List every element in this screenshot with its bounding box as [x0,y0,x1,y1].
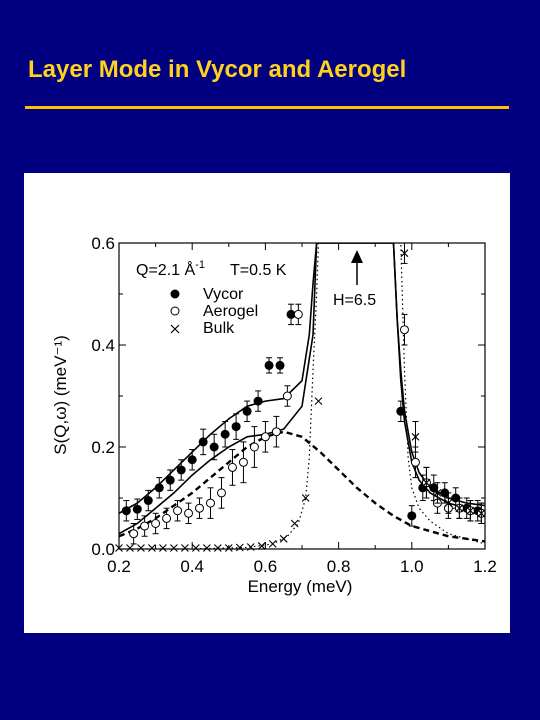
curve-layer [119,243,485,549]
t-condition: T=0.5 K [230,262,287,279]
vycor-point [429,483,439,493]
y-axis-label: S(Q,ω) (meV⁻¹) [51,335,70,455]
bulk-point [466,506,475,515]
bulk-point [314,397,323,405]
y-tick-label: 0.2 [91,438,115,457]
vycor-point [264,360,274,370]
vycor-point [198,437,208,447]
h-annotation: H=6.5 [333,250,376,309]
bulk-point [301,494,310,502]
bulk-point [455,504,464,513]
bulk-point [433,489,442,497]
aerogel-point [282,391,292,401]
bulk-point [444,499,453,507]
aerogel-point [293,309,303,319]
q-condition: Q=2.1 Å-1 [136,259,205,279]
bulk-point [159,544,167,552]
plot-frame [118,242,486,550]
x-tick-label: 1.0 [400,557,424,576]
aerogel-point [238,457,248,467]
aerogel-point [399,325,409,335]
slide-title: Layer Mode in Vycor and Aerogel [28,56,407,83]
aerogel-point [184,508,194,518]
y-tick-label: 0.6 [91,234,115,253]
legend: Vycor Aerogel Bulk [170,286,258,337]
bulk-point [400,249,409,258]
vycor-point [407,511,417,521]
y-tick-label: 0.4 [91,336,115,355]
aerogel-point [260,432,270,442]
x-tick-label: 0.2 [107,557,131,576]
curve-vycor-fit [119,243,485,514]
tick-layer: 0.2 0.4 0.6 0.8 1.0 1.20.00.20.40.6 [91,234,496,576]
x-tick-label: 0.6 [254,557,278,576]
bulk-point [279,534,288,543]
vycor-point [220,429,230,439]
vycor-point [165,475,175,485]
vycor-point [253,396,263,406]
annotation-arrow-head [351,250,363,263]
point-layer [115,242,486,552]
bulk-point [268,540,277,548]
bulk-point [137,544,145,552]
vycor-point [121,506,131,516]
bulk-point [170,544,178,552]
aerogel-point [271,427,281,437]
bulk-point [257,542,266,550]
x-tick-label: 0.4 [180,557,204,576]
legend-bulk-marker [170,324,180,334]
bulk-point [202,544,211,552]
bulk-point [290,519,299,528]
x-tick-label: 0.8 [327,557,351,576]
vycor-point [286,309,296,319]
vycor-point [176,465,186,475]
bulk-point [191,544,200,552]
aerogel-point [151,519,161,528]
bulk-point [148,544,156,552]
aerogel-point [140,521,150,531]
bulk-point [411,432,420,441]
legend-bulk-label: Bulk [203,320,235,337]
vycor-point [451,493,461,503]
bulk-point [235,543,244,552]
aerogel-point [227,462,237,472]
aerogel-point [173,506,183,516]
bulk-point [126,544,134,552]
vycor-point [143,496,153,506]
vycor-point [187,455,197,465]
legend-aerogel-marker [170,306,180,316]
curve-bulk-fit [119,243,485,549]
bulk-point [477,509,486,518]
aerogel-point [249,442,259,452]
aerogel-point [129,529,139,539]
aerogel-point [216,488,226,498]
curve-layer-mode [119,430,485,543]
aerogel-point [206,498,215,508]
vycor-point [440,488,450,498]
figure-panel [24,173,510,633]
bulk-point [180,544,189,552]
annotation-label: H=6.5 [333,292,376,309]
vycor-point [132,504,142,514]
aerogel-point [195,503,205,513]
title-rule [25,106,509,109]
vycor-point [154,483,164,493]
legend-vycor-marker [170,289,180,299]
aerogel-point [410,457,420,467]
x-axis-label: Energy (meV) [248,577,353,596]
vycor-point [396,406,406,416]
legend-aerogel-label: Aerogel [203,303,258,320]
vycor-point [275,360,285,370]
bulk-point [422,478,431,487]
vycor-point [242,406,252,416]
bulk-point [213,544,222,552]
legend-vycor-label: Vycor [203,286,244,303]
y-tick-label: 0.0 [91,540,115,559]
x-tick-label: 1.2 [473,557,497,576]
vycor-point [209,442,219,452]
vycor-point [231,422,241,432]
aerogel-point [162,513,172,523]
